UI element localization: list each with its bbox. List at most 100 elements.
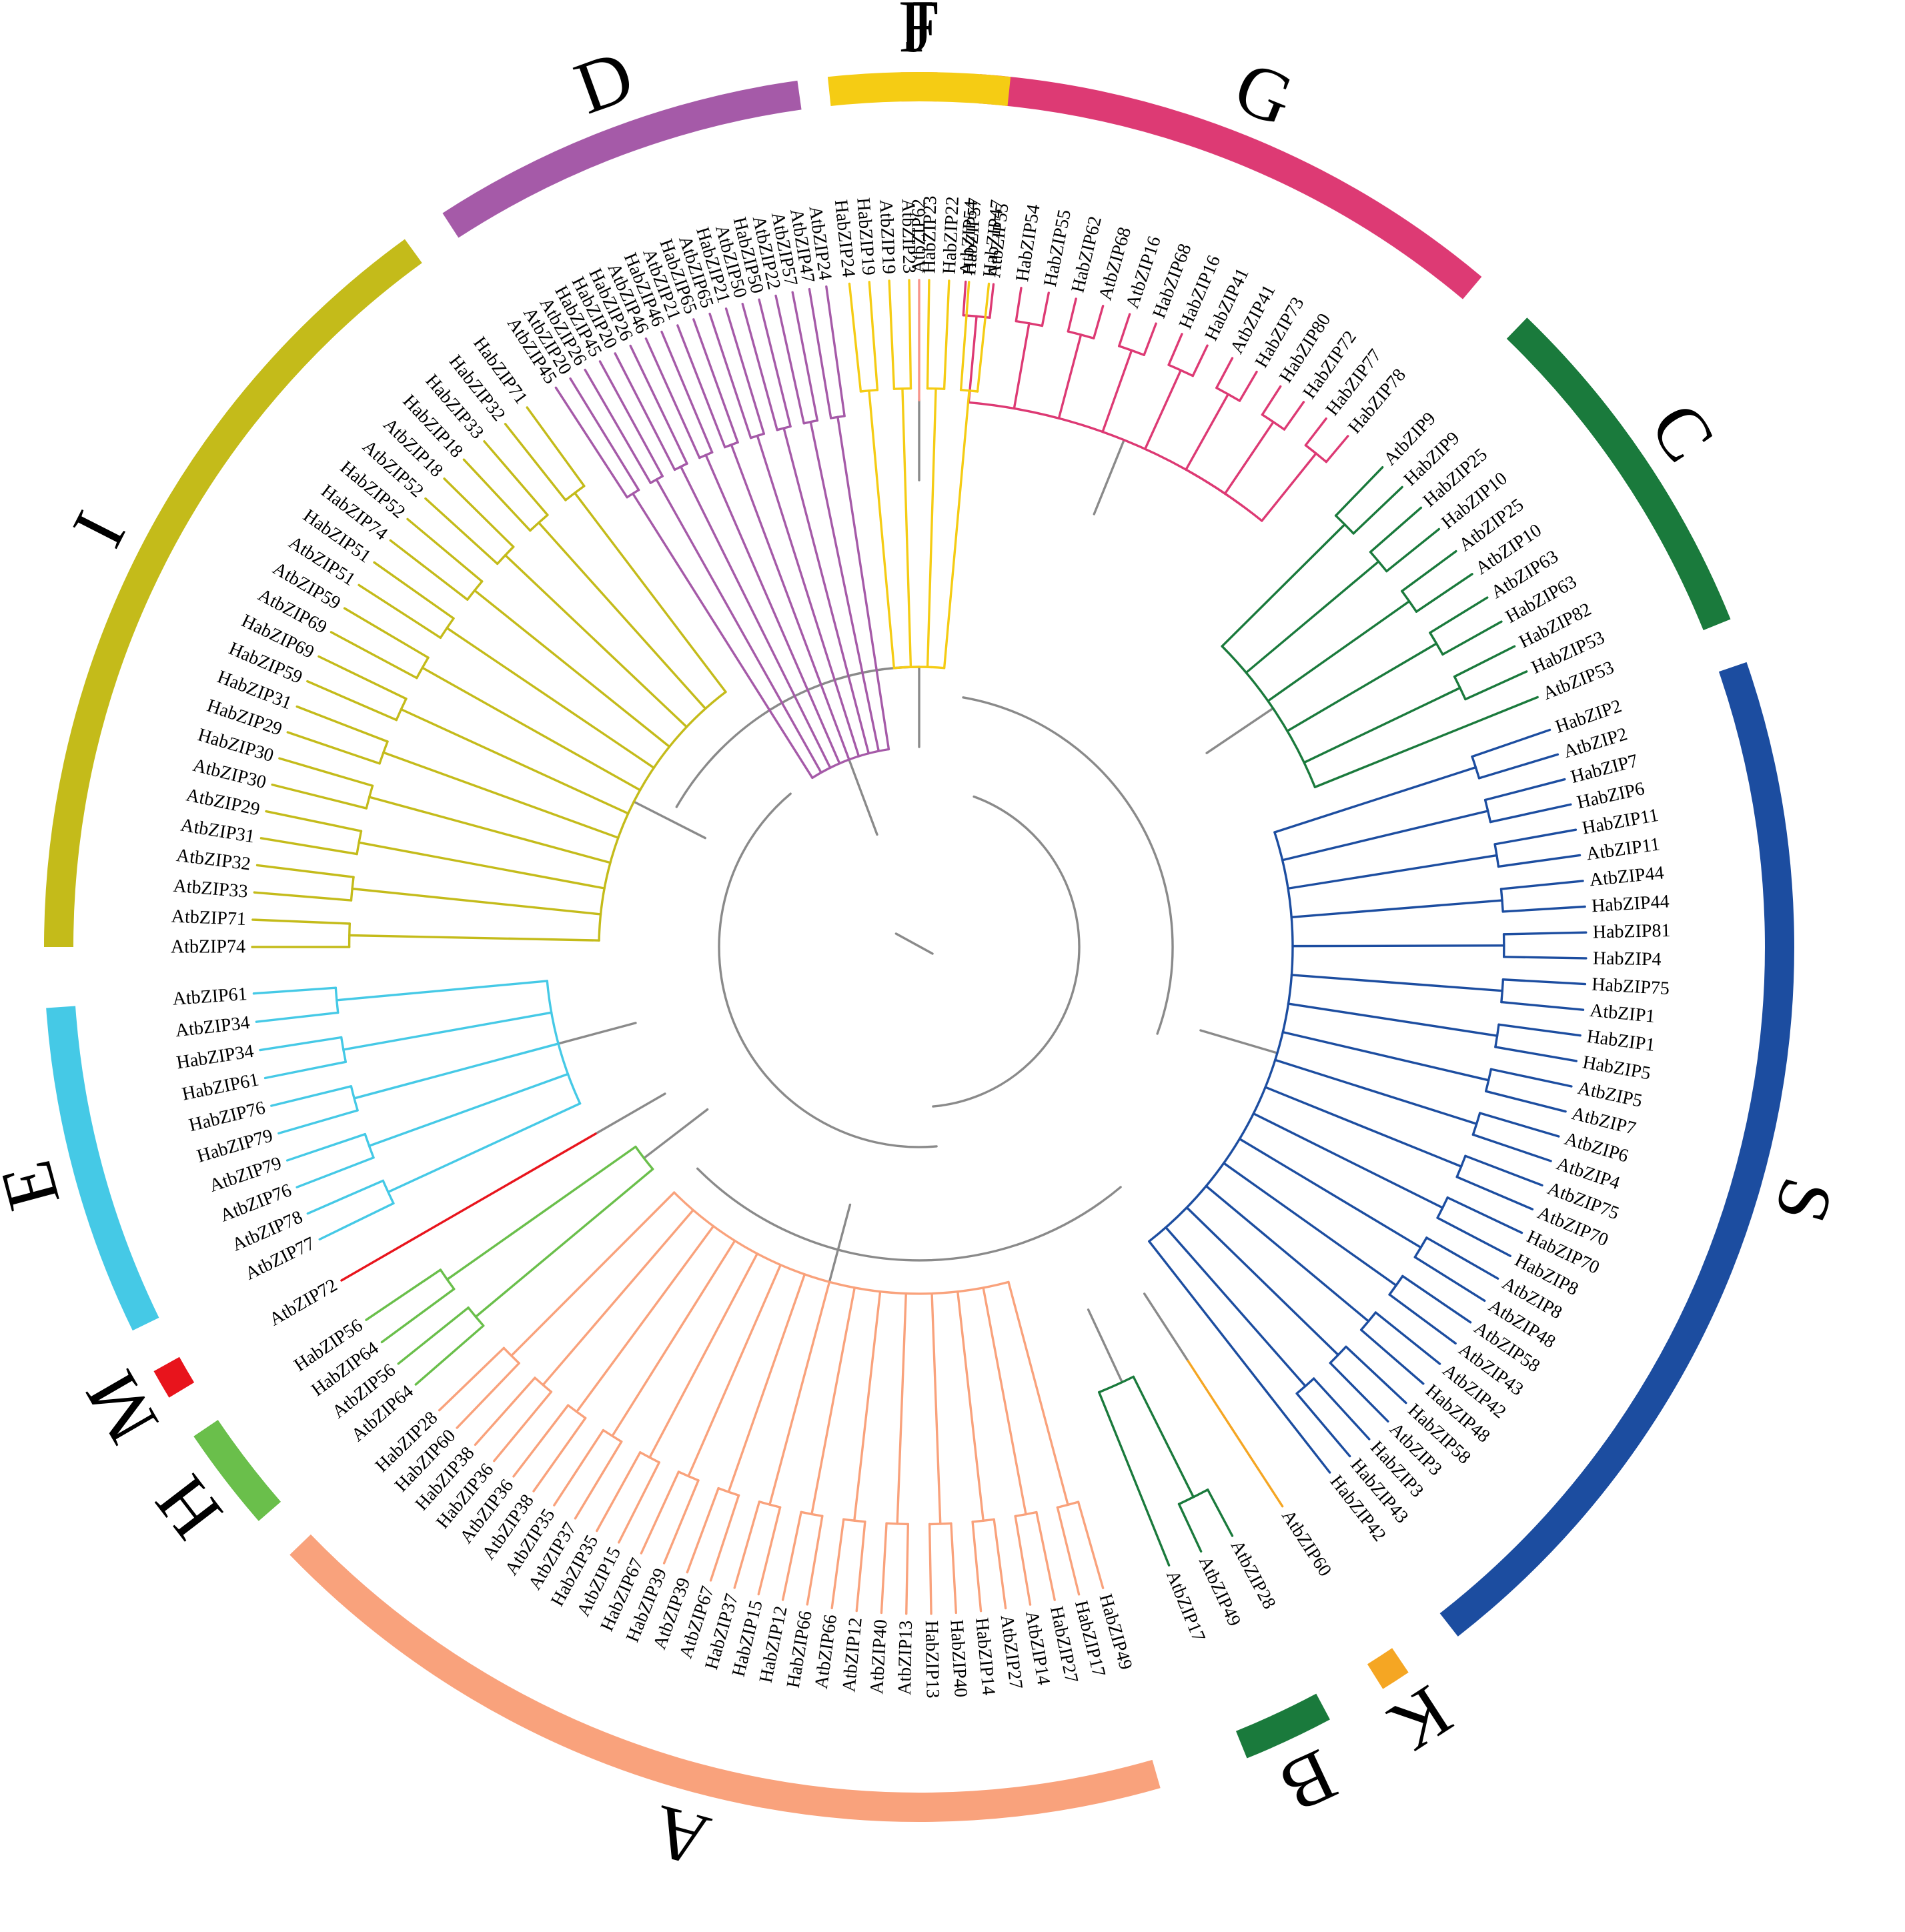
internal-branch xyxy=(1205,1184,1370,1322)
internal-branch xyxy=(756,434,860,758)
clade-stem-H xyxy=(642,1108,709,1160)
leaf-branch xyxy=(644,337,701,459)
leaf-branch xyxy=(1401,550,1457,593)
leaf-branch xyxy=(1118,313,1131,347)
internal-branch xyxy=(655,478,822,774)
group-arc-E xyxy=(46,1006,159,1331)
internal-branch xyxy=(542,1208,694,1386)
internal-branch xyxy=(421,666,642,792)
leaf-label: AtbZIP11 xyxy=(1585,834,1661,864)
leaf-label: HabZIP14 xyxy=(971,1617,999,1696)
leaf-branch xyxy=(830,1518,845,1610)
clade-arc-E xyxy=(546,980,582,1105)
leaf-branch xyxy=(414,1324,485,1386)
internal-branch xyxy=(942,389,971,670)
leaf-label: AtbZIP72 xyxy=(266,1275,341,1330)
leaf-branch xyxy=(285,1132,367,1162)
leaf-label: HabZIP23 xyxy=(919,195,941,273)
leaf-label: HabZIP61 xyxy=(180,1069,260,1104)
leaf-branch xyxy=(993,1518,1007,1610)
leaf-branch xyxy=(251,918,352,925)
leaf-branch xyxy=(532,1416,587,1493)
internal-branch xyxy=(1101,349,1133,433)
clade-stem-E xyxy=(557,1022,637,1045)
backbone-arc xyxy=(675,666,920,808)
leaf-branch xyxy=(277,1109,359,1135)
leaf-branch xyxy=(295,705,389,743)
internal-branch xyxy=(648,1252,758,1459)
leaf-branch xyxy=(1329,1361,1389,1423)
leaf-branch xyxy=(365,1268,442,1321)
leaf-branch xyxy=(306,1179,384,1215)
leaf-branch xyxy=(438,1346,506,1412)
leaf-branch xyxy=(286,731,381,765)
leaf-branch xyxy=(1304,417,1327,447)
internal-branch xyxy=(727,1273,806,1493)
leaf-branch xyxy=(380,1288,456,1344)
leaf-branch xyxy=(1369,506,1423,554)
internal-branch xyxy=(1264,1086,1463,1168)
leaf-label: AtbZIP34 xyxy=(174,1012,251,1041)
internal-branch xyxy=(1223,1162,1397,1287)
internal-branch xyxy=(1273,766,1477,834)
internal-branch xyxy=(810,1286,856,1516)
group-arc-M xyxy=(153,1356,195,1398)
internal-branch xyxy=(1098,1390,1151,1519)
leaf-label: AtbZIP74 xyxy=(171,937,245,958)
internal-branch xyxy=(809,420,880,752)
internal-branch xyxy=(348,934,600,942)
clade-arc-S xyxy=(1148,831,1294,1242)
leaf-label: HabZIP54 xyxy=(1012,203,1044,283)
leaf-branch xyxy=(1056,1506,1081,1596)
internal-branch xyxy=(1221,523,1346,648)
leaf-label: AtbZIP61 xyxy=(172,984,248,1010)
leaf-label: AtbZIP13 xyxy=(894,1621,916,1696)
leaf-branch xyxy=(1471,728,1551,758)
leaf-branch xyxy=(1041,291,1050,327)
leaf-branch xyxy=(1497,1023,1581,1037)
internal-branch xyxy=(1185,1206,1339,1356)
internal-branch xyxy=(504,554,688,728)
internal-branch xyxy=(1313,721,1477,788)
leaf-branch xyxy=(629,344,688,465)
group-arc-C xyxy=(1506,317,1731,631)
leaf-branch xyxy=(1278,1406,1331,1474)
leaf-branch xyxy=(976,282,991,393)
leaf-branch xyxy=(397,1306,470,1365)
group-letter-B: B xyxy=(1268,1733,1348,1829)
leaf-branch xyxy=(424,497,499,566)
leaf-branch xyxy=(1143,322,1157,356)
clade-arc-C xyxy=(1221,645,1317,788)
leaf-branch xyxy=(1500,1000,1585,1011)
internal-branch xyxy=(382,751,620,839)
clade-stem-S xyxy=(1199,1029,1279,1054)
internal-branch xyxy=(1165,1226,1307,1388)
internal-branch xyxy=(704,453,841,765)
group-arc-B xyxy=(1235,1693,1330,1759)
leaf-branch xyxy=(1474,696,1539,724)
clade-arc-H xyxy=(634,1145,654,1170)
leaf-branch xyxy=(1446,1196,1523,1234)
root-branch xyxy=(894,932,934,955)
internal-branch xyxy=(957,1290,985,1522)
leaf-branch xyxy=(1499,880,1584,890)
internal-branch xyxy=(1281,810,1489,862)
internal-branch xyxy=(387,1102,582,1194)
leaf-branch xyxy=(526,406,586,488)
group-arc-S xyxy=(1439,662,1794,1637)
leaf-branch xyxy=(733,1501,761,1589)
internal-branch xyxy=(836,415,890,751)
backbone-arc xyxy=(718,792,938,1148)
internal-branch xyxy=(358,841,606,890)
leaf-branch xyxy=(676,324,726,449)
leaf-label: AtbZIP12 xyxy=(838,1617,866,1693)
clade-stem-B xyxy=(1087,1308,1123,1384)
leaf-branch xyxy=(1502,956,1588,960)
leaf-branch xyxy=(358,584,442,639)
leaf-label: AtbZIP17 xyxy=(1162,1568,1209,1645)
leaf-branch xyxy=(686,1487,720,1574)
leaf-label: AtbZIP31 xyxy=(179,815,256,848)
internal-branch xyxy=(782,427,870,755)
leaf-branch xyxy=(1215,357,1234,389)
